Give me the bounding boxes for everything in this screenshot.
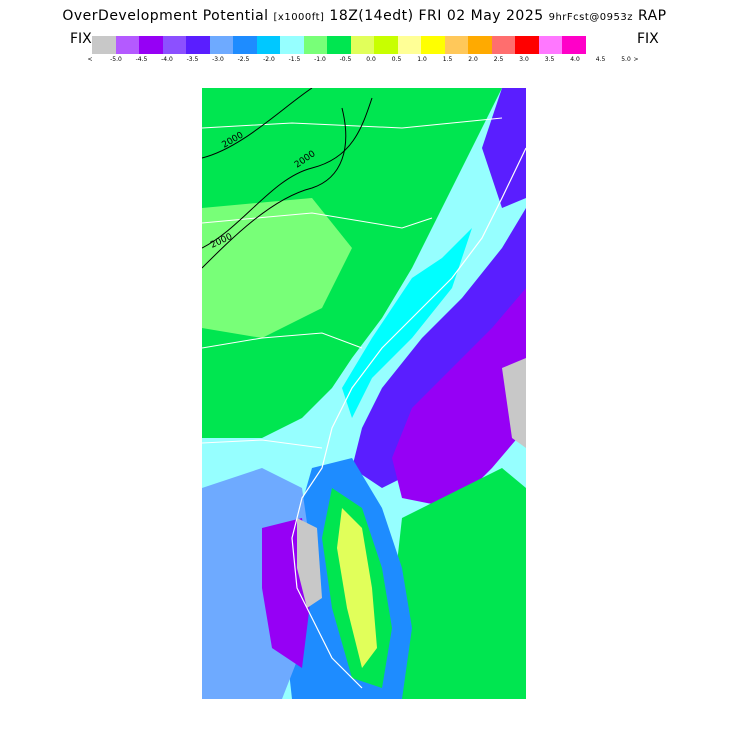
scale-tick-label: -2.0	[263, 56, 275, 63]
region-atlantic-blue	[352, 208, 526, 488]
color-swatch	[327, 36, 351, 54]
scale-tick-label: 3.0	[519, 56, 529, 63]
scale-tick-label: 2.5	[493, 56, 504, 63]
state-border-2	[202, 332, 363, 349]
scale-tick-label: 5.0	[621, 56, 631, 63]
title-run: 18Z(14edt) FRI 02 May 2025	[329, 8, 544, 24]
region-light-green	[202, 198, 352, 338]
contour-line-1	[202, 97, 373, 249]
region-inland-green	[202, 88, 502, 438]
color-swatch	[233, 36, 257, 54]
chart-title: OverDevelopment Potential [x1000ft] 18Z(…	[0, 8, 729, 24]
state-border-4	[202, 117, 503, 129]
region-gulf-gray	[297, 518, 322, 608]
color-swatch	[350, 36, 374, 54]
scale-tick-label: -4.0	[161, 56, 173, 63]
scale-tick-label: 0.0	[366, 56, 376, 63]
color-swatch	[444, 36, 468, 54]
scale-tick-label: 3.5	[544, 56, 555, 63]
region-atlantic-purple	[392, 288, 526, 508]
scale-tick-label: -3.5	[186, 56, 199, 63]
state-border-3	[202, 439, 323, 449]
color-swatch	[186, 36, 210, 54]
fix-label-right: FIX	[637, 31, 659, 47]
scale-tick-label: 4.5	[595, 56, 606, 63]
scale-tick-label: -2.5	[237, 56, 250, 63]
color-swatch	[92, 36, 116, 54]
color-swatch	[162, 36, 186, 54]
title-model: RAP	[637, 8, 667, 24]
color-swatch	[515, 36, 539, 54]
scale-tick-label: -4.5	[135, 56, 148, 63]
scale-left-arrow: <	[87, 56, 93, 63]
color-swatch	[491, 36, 515, 54]
color-scale-ticks: < > -5.0 -4.5 -4.0 -3.5 -3.0 -2.5 -2.0 -1.5 -1.0…	[86, 56, 646, 66]
color-swatch	[397, 36, 421, 54]
color-swatch	[303, 36, 327, 54]
scale-tick-label: 4.0	[570, 56, 580, 63]
color-swatch	[280, 36, 304, 54]
title-main: OverDevelopment Potential	[62, 8, 269, 24]
scale-tick-label: 2.0	[468, 56, 478, 63]
map-svg: 2000 2000 2000	[202, 88, 526, 699]
region-offshore-green	[392, 468, 526, 699]
scale-tick-label: -3.0	[212, 56, 224, 63]
color-swatch	[374, 36, 398, 54]
coastline	[291, 147, 526, 689]
fix-label-left: FIX	[70, 31, 92, 47]
color-scale	[92, 36, 586, 54]
region-florida-yellow	[337, 508, 377, 668]
color-swatch	[538, 36, 562, 54]
region-ne-blue	[482, 88, 526, 208]
scale-tick-label: -5.0	[110, 56, 122, 63]
contour-line-2	[202, 107, 347, 269]
scale-tick-label: -1.0	[314, 56, 326, 63]
color-swatch	[421, 36, 445, 54]
region-east-gray	[502, 358, 526, 448]
color-swatch	[468, 36, 492, 54]
color-swatch	[209, 36, 233, 54]
scale-tick-label: 0.5	[391, 56, 402, 63]
title-forecast: 9hrFcst@0953z	[548, 12, 633, 23]
scale-tick-label: 1.0	[417, 56, 427, 63]
scale-tick-label: -1.5	[288, 56, 301, 63]
scale-tick-label: -0.5	[339, 56, 352, 63]
color-swatch	[256, 36, 280, 54]
scale-tick-label: 1.5	[442, 56, 453, 63]
contour-line-3	[202, 88, 313, 159]
title-units: [x1000ft]	[273, 12, 325, 23]
color-swatch	[115, 36, 139, 54]
forecast-map: 2000 2000 2000	[202, 88, 526, 699]
color-swatch	[139, 36, 163, 54]
scale-right-arrow: >	[633, 56, 639, 63]
color-swatch	[562, 36, 586, 54]
